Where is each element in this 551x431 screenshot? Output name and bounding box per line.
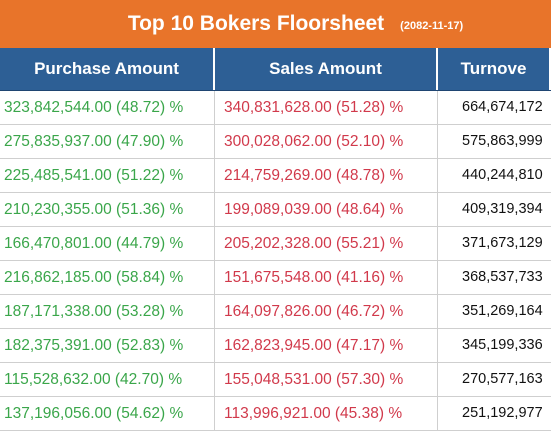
sales-cell: 113,996,921.00 (45.38) % [215,397,438,430]
purchase-cell: 137,196,056.00 (54.62) % [0,397,215,430]
table-row: 137,196,056.00 (54.62) % 113,996,921.00 … [0,397,551,431]
turnover-cell: 351,269,164 [462,303,543,319]
sales-cell: 214,759,269.00 (48.78) % [215,159,438,192]
table-header: Purchase Amount Sales Amount Turnove [0,48,551,91]
turnover-cell: 371,673,129 [462,235,543,251]
sales-cell: 162,823,945.00 (47.17) % [215,329,438,362]
sales-cell: 205,202,328.00 (55.21) % [215,227,438,260]
purchase-cell: 187,171,338.00 (53.28) % [0,295,215,328]
turnover-cell: 345,199,336 [462,337,543,353]
table-row: 187,171,338.00 (53.28) % 164,097,826.00 … [0,295,551,329]
turnover-cell: 251,192,977 [462,405,543,421]
page-title: Top 10 Bokers Floorsheet [127,12,385,35]
table-row: 166,470,801.00 (44.79) % 205,202,328.00 … [0,227,551,261]
sales-cell: 340,831,628.00 (51.28) % [215,91,438,124]
purchase-cell: 166,470,801.00 (44.79) % [0,227,215,260]
table-row: 210,230,355.00 (51.36) % 199,089,039.00 … [0,193,551,227]
table-row: 182,375,391.00 (52.83) % 162,823,945.00 … [0,329,551,363]
turnover-cell: 575,863,999 [462,133,543,149]
sales-cell: 199,089,039.00 (48.64) % [215,193,438,226]
column-header-sales: Sales Amount [215,48,438,90]
sales-cell: 300,028,062.00 (52.10) % [215,125,438,158]
table-row: 275,835,937.00 (47.90) % 300,028,062.00 … [0,125,551,159]
purchase-cell: 323,842,544.00 (48.72) % [0,91,215,124]
turnover-cell: 368,537,733 [462,269,543,285]
sales-cell: 164,097,826.00 (46.72) % [215,295,438,328]
purchase-cell: 275,835,937.00 (47.90) % [0,125,215,158]
column-header-purchase: Purchase Amount [0,48,215,90]
sales-cell: 151,675,548.00 (41.16) % [215,261,438,294]
table-row: 115,528,632.00 (42.70) % 155,048,531.00 … [0,363,551,397]
purchase-cell: 216,862,185.00 (58.84) % [0,261,215,294]
purchase-cell: 225,485,541.00 (51.22) % [0,159,215,192]
purchase-cell: 182,375,391.00 (52.83) % [0,329,215,362]
report-date: (2082-11-17) [400,20,464,32]
purchase-cell: 210,230,355.00 (51.36) % [0,193,215,226]
table-row: 216,862,185.00 (58.84) % 151,675,548.00 … [0,261,551,295]
turnover-cell: 270,577,163 [462,371,543,387]
turnover-cell: 409,319,394 [462,201,543,217]
turnover-cell: 440,244,810 [462,167,543,183]
title-banner: Top 10 Bokers Floorsheet (2082-11-17) [0,0,551,48]
sales-cell: 155,048,531.00 (57.30) % [215,363,438,396]
purchase-cell: 115,528,632.00 (42.70) % [0,363,215,396]
table-row: 225,485,541.00 (51.22) % 214,759,269.00 … [0,159,551,193]
table-body: 323,842,544.00 (48.72) % 340,831,628.00 … [0,91,551,431]
table-row: 323,842,544.00 (48.72) % 340,831,628.00 … [0,91,551,125]
column-header-turnover: Turnove [438,48,551,90]
turnover-cell: 664,674,172 [462,99,543,115]
